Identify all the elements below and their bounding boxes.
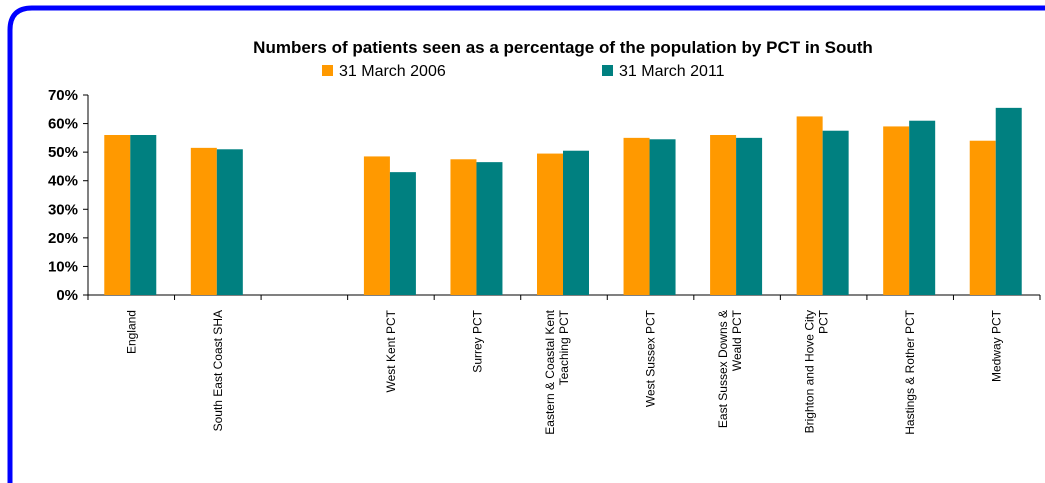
x-tick-label: Surrey PCT [470, 309, 484, 372]
bar [909, 120, 936, 295]
bar [389, 172, 416, 295]
y-tick-label: 20% [48, 230, 78, 247]
bar [796, 116, 823, 295]
bar [450, 159, 477, 295]
x-tick-label: East Sussex Downs &Weald PCT [716, 309, 744, 428]
legend-label: 31 March 2011 [619, 63, 725, 80]
chart-title: Numbers of patients seen as a percentage… [253, 38, 873, 57]
x-tick-label: West Kent PCT [384, 309, 398, 392]
y-tick-label: 10% [48, 258, 78, 275]
bar [710, 135, 737, 295]
bar [736, 137, 763, 295]
x-tick-label: Eastern & Coastal KentTeaching PCT [543, 309, 571, 434]
x-tick-label: Brighton and Hove CityPCT [803, 309, 831, 433]
bar [883, 126, 910, 295]
legend-label: 31 March 2006 [339, 63, 446, 80]
bar [969, 140, 996, 295]
bar [995, 107, 1022, 295]
bar [363, 156, 390, 295]
bar [216, 149, 243, 295]
y-tick-label: 40% [48, 173, 78, 190]
legend-swatch [322, 65, 333, 76]
x-tick-label: England [124, 310, 138, 354]
y-tick-label: 70% [48, 87, 78, 104]
bar [537, 153, 563, 295]
x-tick-label: South East Coast SHA [211, 310, 225, 431]
x-tick-label: West Sussex PCT [644, 309, 658, 407]
y-tick-label: 0% [56, 287, 78, 304]
bar [190, 147, 217, 295]
bar [822, 130, 849, 295]
bar [104, 135, 131, 295]
x-tick-label: Medway PCT [990, 309, 1004, 382]
bar [649, 139, 676, 295]
bar [130, 135, 157, 295]
y-tick-label: 60% [48, 116, 78, 133]
frame [7, 5, 1045, 483]
legend-swatch [602, 65, 613, 76]
y-tick-label: 50% [48, 144, 78, 161]
bar [476, 162, 503, 295]
y-tick-label: 30% [48, 201, 78, 218]
bar [623, 137, 650, 295]
x-tick-label: Hastings & Rother PCT [903, 309, 917, 434]
bar [563, 150, 589, 295]
